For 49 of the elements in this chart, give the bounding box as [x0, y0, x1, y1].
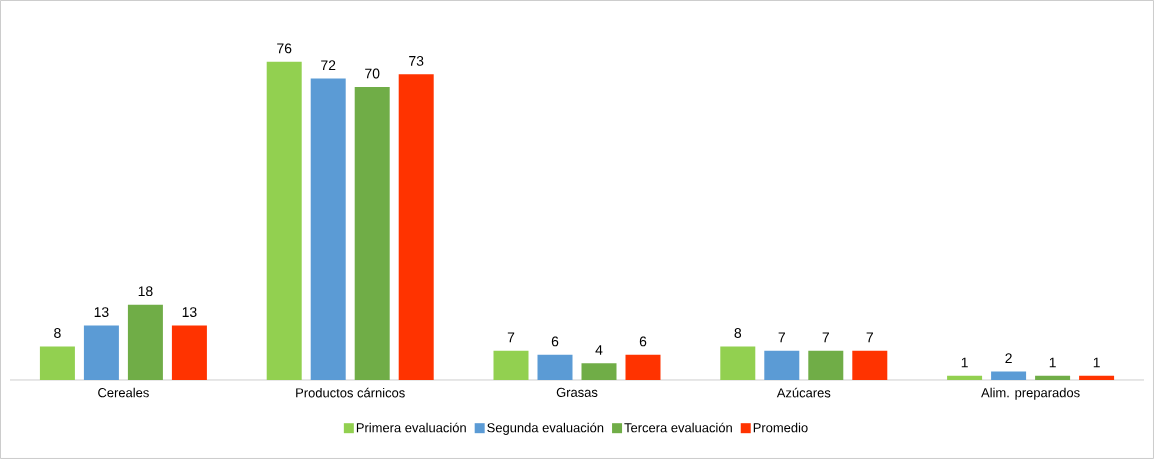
- bar: [1079, 375, 1115, 380]
- legend-label: Segunda evaluación: [487, 422, 604, 435]
- bar: [537, 354, 573, 380]
- data-label: 6: [639, 336, 647, 347]
- data-label: 8: [734, 328, 742, 338]
- bar: [852, 350, 888, 380]
- data-label: 1: [1049, 357, 1056, 368]
- data-label: 6: [551, 336, 559, 347]
- x-tick-label: Productos cárnicos: [296, 387, 405, 398]
- data-label: 13: [182, 307, 197, 318]
- x-tick-label: Azúcares: [776, 387, 831, 398]
- bar: [39, 346, 75, 380]
- data-label: 73: [409, 55, 424, 66]
- bar: [1035, 375, 1071, 380]
- bar: [493, 350, 529, 380]
- bar: [581, 363, 617, 380]
- bar: [127, 304, 163, 380]
- legend-label: Tercera evaluación: [624, 422, 732, 433]
- data-label: 2: [1005, 353, 1012, 364]
- data-label: 76: [277, 43, 292, 54]
- data-label: 7: [866, 332, 873, 343]
- data-label: 7: [778, 332, 785, 343]
- bar: [720, 346, 756, 380]
- data-label: 13: [94, 307, 109, 318]
- data-label: 8: [54, 328, 61, 338]
- bar: [764, 350, 800, 380]
- bar: [808, 350, 844, 380]
- legend-label: Primera evaluación: [356, 422, 466, 433]
- bar: [625, 354, 661, 380]
- data-label: 1: [1093, 357, 1100, 368]
- data-label: 1: [961, 357, 968, 368]
- data-label: 7: [822, 332, 829, 343]
- data-label: 70: [365, 68, 380, 79]
- legend-label: Promedio: [753, 422, 808, 433]
- bar: [171, 325, 207, 380]
- bar: [947, 375, 983, 380]
- x-tick-label: Grasas: [556, 387, 598, 397]
- bar: [991, 371, 1027, 380]
- bar: [310, 78, 346, 380]
- x-tick-label: Alim. preparados: [981, 387, 1080, 400]
- data-label: 18: [138, 286, 153, 297]
- x-tick-label: Cereales: [98, 387, 149, 398]
- data-label: 4: [595, 345, 603, 355]
- bar: [354, 86, 390, 380]
- data-label: 7: [507, 332, 515, 343]
- data-label: 72: [321, 60, 336, 71]
- bar: [83, 325, 119, 380]
- bar: [398, 74, 434, 380]
- bar: [266, 61, 302, 380]
